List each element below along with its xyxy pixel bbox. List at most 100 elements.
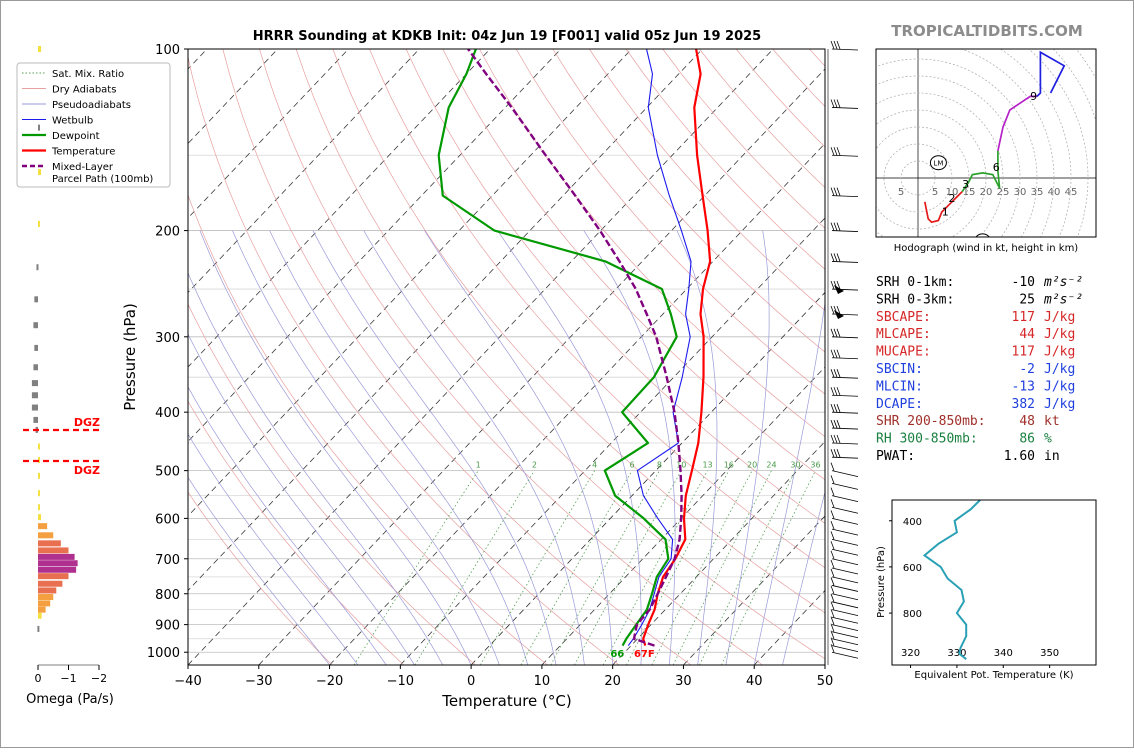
legend-label-line: Mixed-Layer xyxy=(52,162,114,173)
omega-bar xyxy=(34,296,38,302)
index-unit: in xyxy=(1044,449,1060,464)
y-tick-label: 900 xyxy=(155,619,180,634)
hodograph-height-label: 2 xyxy=(949,192,956,205)
index-unit: J/kg xyxy=(1044,379,1075,394)
legend-label-line: Dewpoint xyxy=(52,131,100,142)
chart-title: HRRR Sounding at KDKB Init: 04z Jun 19 [… xyxy=(253,29,761,44)
omega-bar xyxy=(34,345,38,351)
index-unit: m²s⁻² xyxy=(1043,292,1083,307)
index-value: 25 xyxy=(1019,292,1035,307)
mixing-ratio-label: 4 xyxy=(592,461,597,470)
y-tick-label: 800 xyxy=(155,588,180,603)
theta-e-x-tick-label: 350 xyxy=(1040,648,1059,659)
omega-bar xyxy=(33,417,38,423)
hodograph-ring-label: 25 xyxy=(997,187,1010,198)
omega-bar xyxy=(38,613,42,619)
omega-bar xyxy=(38,490,40,496)
omega-bar xyxy=(38,221,40,227)
x-tick-label: −30 xyxy=(245,674,272,689)
hodograph-height-label: 3 xyxy=(962,178,969,191)
x-tick-label: 20 xyxy=(604,674,621,689)
omega-bar xyxy=(38,594,53,600)
legend-label-line: Sat. Mix. Ratio xyxy=(52,69,124,80)
omega-bar xyxy=(38,514,41,520)
hodograph-ring-label: 40 xyxy=(1048,187,1061,198)
legend-label: Pseudoadiabats xyxy=(52,100,131,111)
hodograph-height-label: 1 xyxy=(942,205,949,218)
omega-bar xyxy=(38,600,50,606)
x-tick-label: 0 xyxy=(467,674,475,689)
omega-bar xyxy=(38,504,40,510)
legend-label-line: Pseudoadiabats xyxy=(52,100,131,111)
omega-bar xyxy=(38,547,69,553)
y-tick-label: 200 xyxy=(155,225,180,240)
x-tick-label: 40 xyxy=(746,674,763,689)
legend-label-line: Dry Adiabats xyxy=(52,85,116,96)
omega-bar xyxy=(38,540,61,546)
mixing-ratio-label: 30 xyxy=(790,461,800,470)
hodograph-ring-label: 20 xyxy=(980,187,993,198)
theta-e-x-tick-label: 340 xyxy=(994,648,1013,659)
omega-bar xyxy=(32,380,38,386)
index-value: 44 xyxy=(1019,327,1035,342)
x-tick-label: −40 xyxy=(174,674,201,689)
y-tick-label: 300 xyxy=(155,331,180,346)
y-tick-label: 700 xyxy=(155,553,180,568)
index-value: 86 xyxy=(1019,432,1035,447)
legend-label: Wetbulb xyxy=(52,116,93,127)
index-unit: % xyxy=(1044,432,1052,447)
omega-bar xyxy=(36,264,38,270)
index-unit: J/kg xyxy=(1044,327,1075,342)
legend-label-line: Parcel Path (100mb) xyxy=(52,174,153,185)
storm-motion-label: LM xyxy=(933,160,943,168)
x-tick-label: −20 xyxy=(316,674,343,689)
theta-e-y-axis-label: Pressure (hPa) xyxy=(876,546,887,618)
mixing-ratio-label: 24 xyxy=(766,461,776,470)
theta-e-y-tick-label: 400 xyxy=(903,517,922,528)
index-value: -10 xyxy=(1012,275,1035,290)
index-unit: m²s⁻² xyxy=(1043,275,1083,290)
index-label: MLCIN: xyxy=(876,379,923,394)
legend-label: Sat. Mix. Ratio xyxy=(52,69,124,80)
omega-bar xyxy=(38,581,62,587)
omega-bar xyxy=(38,587,56,593)
hodograph-height-label: 6 xyxy=(993,161,1000,174)
x-tick-label: 30 xyxy=(675,674,692,689)
omega-bar xyxy=(33,364,38,370)
y-tick-label: 1000 xyxy=(147,646,180,661)
legend-label-line: Temperature xyxy=(51,147,115,158)
omega-tick-label: −1 xyxy=(60,672,76,685)
omega-bar xyxy=(38,567,76,573)
mixing-ratio-label: 16 xyxy=(724,461,734,470)
mixing-ratio-label: 1 xyxy=(476,461,481,470)
y-tick-label: 600 xyxy=(155,512,180,527)
index-value: -2 xyxy=(1019,362,1035,377)
theta-e-x-tick-label: 320 xyxy=(901,648,920,659)
index-value: 1.60 xyxy=(1004,449,1035,464)
skewt-x-axis-label: Temperature (°C) xyxy=(441,692,571,710)
mixing-ratio-label: 36 xyxy=(810,461,820,470)
legend-label: Dewpoint xyxy=(52,131,100,142)
legend-label: Dry Adiabats xyxy=(52,85,116,96)
theta-e-y-tick-label: 800 xyxy=(903,609,922,620)
legend-label-line: Wetbulb xyxy=(52,116,93,127)
hodograph-ring-label: 5 xyxy=(932,187,938,198)
x-tick-label: 50 xyxy=(817,674,834,689)
omega-bar xyxy=(38,607,46,613)
x-tick-label: −10 xyxy=(387,674,414,689)
omega-bar xyxy=(38,554,75,560)
index-unit: J/kg xyxy=(1044,345,1075,360)
index-unit: kt xyxy=(1044,414,1060,429)
omega-bar xyxy=(32,392,38,398)
surface-temperature-label: 67F xyxy=(634,649,655,660)
omega-bar xyxy=(38,443,40,449)
dgz-label: DGZ xyxy=(74,464,100,477)
y-tick-label: 500 xyxy=(155,465,180,480)
index-unit: J/kg xyxy=(1044,397,1075,412)
index-label: MLCAPE: xyxy=(876,327,931,342)
legend-label: Temperature xyxy=(51,147,115,158)
omega-bar xyxy=(38,46,41,52)
index-label: SRH 0-1km: xyxy=(876,275,954,290)
surface-dewpoint-label: 66 xyxy=(610,649,624,660)
